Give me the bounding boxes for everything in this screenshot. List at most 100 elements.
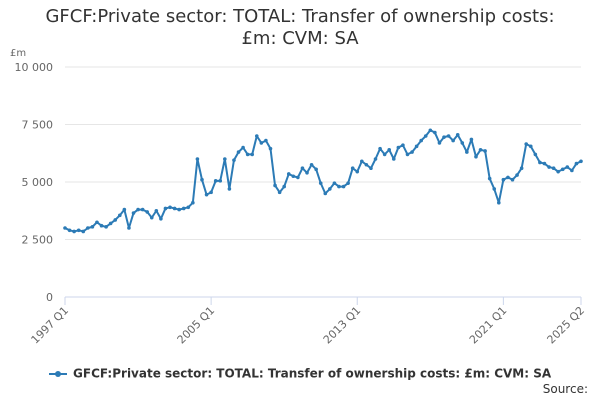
data-point [300,166,305,170]
data-point [528,144,533,149]
data-point [341,184,346,189]
data-point [209,190,213,195]
chart-title-line-2: £m: CVM: SA [241,28,359,49]
data-point [113,218,118,222]
data-point [442,135,446,139]
data-point [163,206,168,211]
data-point [560,167,565,172]
data-point [250,152,255,157]
data-point [419,138,423,143]
data-point [241,145,245,150]
data-point [195,157,200,161]
data-point [90,225,95,229]
chart-title: GFCF:Private sector: TOTAL: Transfer of … [0,6,600,50]
data-point [570,168,574,173]
data-point [547,165,551,169]
y-tick-label: 0 [46,291,53,304]
data-point [556,169,560,174]
data-point [200,177,204,182]
data-point [218,179,223,183]
data-point [296,175,300,180]
data-point [67,228,72,233]
series-layer [63,128,583,234]
data-point [337,184,341,189]
legend-swatch [48,369,67,379]
data-point [506,175,510,180]
data-point [236,150,241,154]
data-point [76,228,81,233]
data-point [273,183,277,188]
data-point [232,158,236,162]
data-point [487,176,492,181]
data-point [291,174,296,179]
x-tick-label: 2025 Q2 [545,304,588,347]
data-point [227,187,232,191]
data-point [145,210,149,214]
data-point [168,205,172,210]
data-point [405,152,410,157]
data-point [213,179,218,183]
data-point [542,161,547,166]
data-point [469,137,474,142]
x-tick-label: 2013 Q1 [321,304,364,347]
data-point [254,134,259,138]
data-point [127,226,131,230]
data-point [140,207,145,212]
data-point [149,215,154,220]
data-point [122,207,127,212]
data-point [282,184,286,189]
data-point [519,166,524,170]
chart-title-line-1: GFCF:Private sector: TOTAL: Transfer of … [45,6,555,27]
data-point [533,152,538,157]
data-point [159,217,163,221]
data-point [63,226,67,230]
data-point [131,211,136,215]
data-point [565,165,570,169]
data-point [181,206,186,211]
data-point [259,141,264,145]
data-point [360,159,364,164]
data-point [414,144,419,149]
data-point [396,145,401,150]
data-point [99,223,104,228]
legend[interactable]: GFCF:Private sector: TOTAL: Transfer of … [0,366,600,381]
data-point [501,177,506,182]
data-point [515,173,519,177]
data-point [305,171,309,175]
data-point [223,157,227,161]
x-tick-label: 2021 Q1 [467,304,510,347]
data-point [332,181,337,185]
data-point [154,208,159,213]
y-tick-label: 10 000 [15,61,54,74]
data-point [410,150,414,154]
data-point [433,130,437,135]
data-point [323,191,328,196]
legend-swatch-dot [54,370,61,377]
data-point [118,213,122,218]
data-point [574,161,579,166]
data-point [401,143,405,147]
data-point [355,169,360,174]
x-tick-label: 1997 Q1 [29,304,72,347]
data-point [460,141,465,145]
data-point [437,141,442,145]
data-point [538,160,542,165]
legend-item-label: GFCF:Private sector: TOTAL: Transfer of … [73,366,552,381]
data-point [455,133,460,137]
data-point [186,205,191,210]
data-point [423,134,428,138]
data-point [328,187,332,191]
data-point [86,226,90,230]
data-point [350,166,355,170]
data-point [81,229,86,234]
data-point [245,152,250,157]
data-point [314,167,318,172]
data-point [95,220,99,225]
data-point [286,172,291,176]
data-point [510,177,515,182]
data-point [579,159,583,164]
data-point [136,207,140,212]
axes: 0 2 500 5 000 7 500 10 000 1997 Q1 2005 Q1 2013… [15,61,588,346]
data-point [369,166,373,170]
